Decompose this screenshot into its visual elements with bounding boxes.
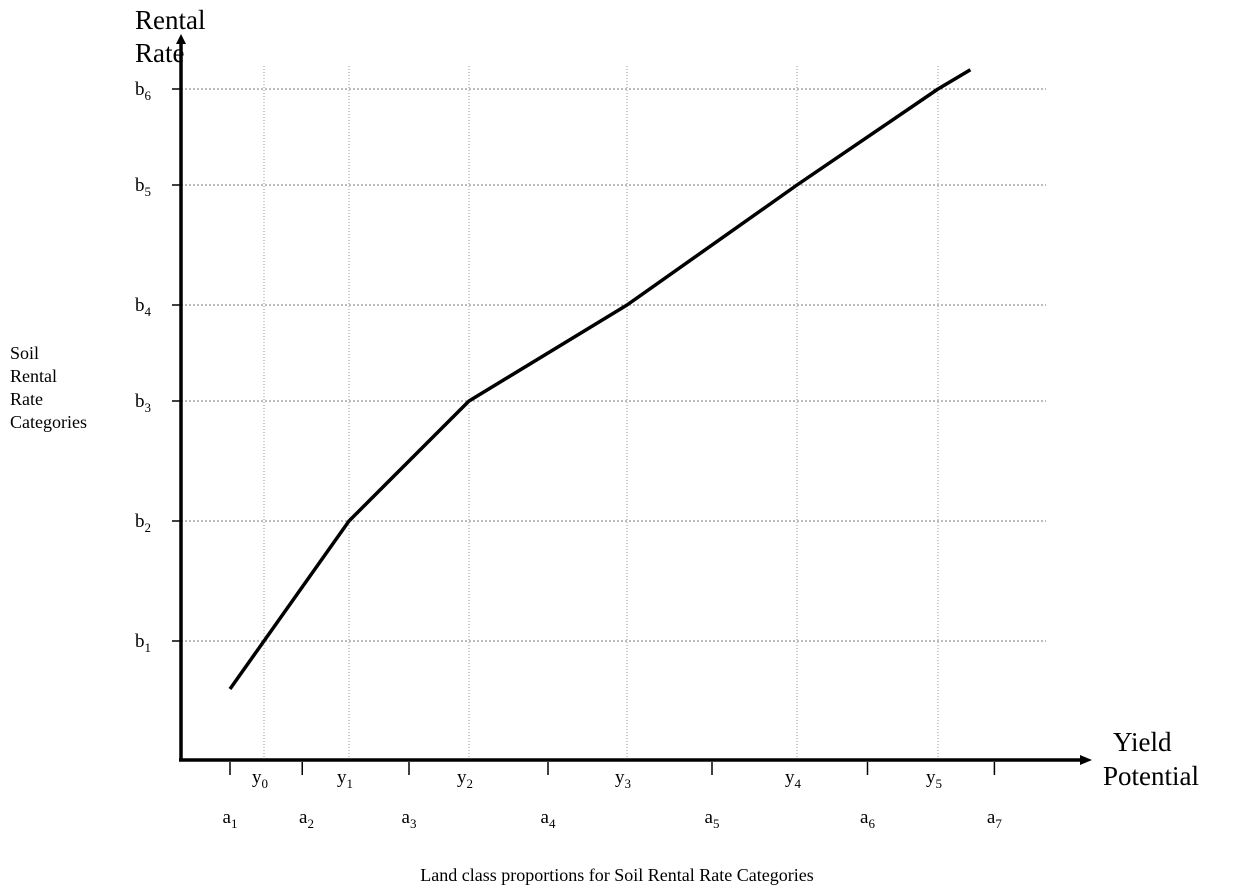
caption: Land class proportions for Soil Rental R…	[420, 865, 813, 885]
grid	[181, 66, 1046, 760]
interval-label-a7: a7	[987, 807, 1002, 831]
side-label-line-1: Soil	[10, 343, 39, 363]
interval-label-a5: a5	[705, 807, 720, 831]
y-tick-label-b2: b2	[135, 511, 151, 535]
interval-label-a6: a6	[860, 807, 875, 831]
x-axis-title-line-2: Potential	[1103, 761, 1199, 791]
x-tick-label-y3: y3	[615, 767, 631, 791]
y-tick-label-b1: b1	[135, 631, 151, 655]
y-axis-arrow	[176, 34, 186, 44]
axes	[172, 34, 1092, 775]
labels: b1 b2 b3 b4 b5 b6 y0 y1 y2 y3 y4 y5 a1 a2 a3 a4 a5 a6 a7 Re…	[10, 5, 1199, 885]
side-label-line-3: Rate	[10, 389, 43, 409]
interval-label-a3: a3	[402, 807, 417, 831]
interval-label-a4: a4	[541, 807, 556, 831]
side-label-line-4: Categories	[10, 412, 87, 432]
x-tick-label-y5: y5	[926, 767, 942, 791]
interval-label-a2: a2	[299, 807, 314, 831]
y-axis-title-line-1: Rental	[135, 5, 205, 35]
side-label-line-2: Rental	[10, 366, 57, 386]
x-tick-label-y2: y2	[457, 767, 473, 791]
y-tick-label-b6: b6	[135, 79, 152, 103]
interval-label-a1: a1	[223, 807, 238, 831]
y-tick-label-b3: b3	[135, 391, 151, 415]
series-line-1	[228, 68, 972, 691]
y-tick-label-b4: b4	[135, 295, 152, 319]
x-tick-label-y1: y1	[337, 767, 353, 791]
series	[228, 68, 972, 691]
x-tick-label-y0: y0	[252, 767, 268, 791]
y-tick-label-b5: b5	[135, 175, 151, 199]
x-tick-label-y4: y4	[785, 767, 802, 791]
x-axis-arrow	[1080, 755, 1092, 765]
y-axis-title-line-2: Rate	[135, 38, 184, 68]
x-axis-title-line-1: Yield	[1113, 727, 1172, 757]
